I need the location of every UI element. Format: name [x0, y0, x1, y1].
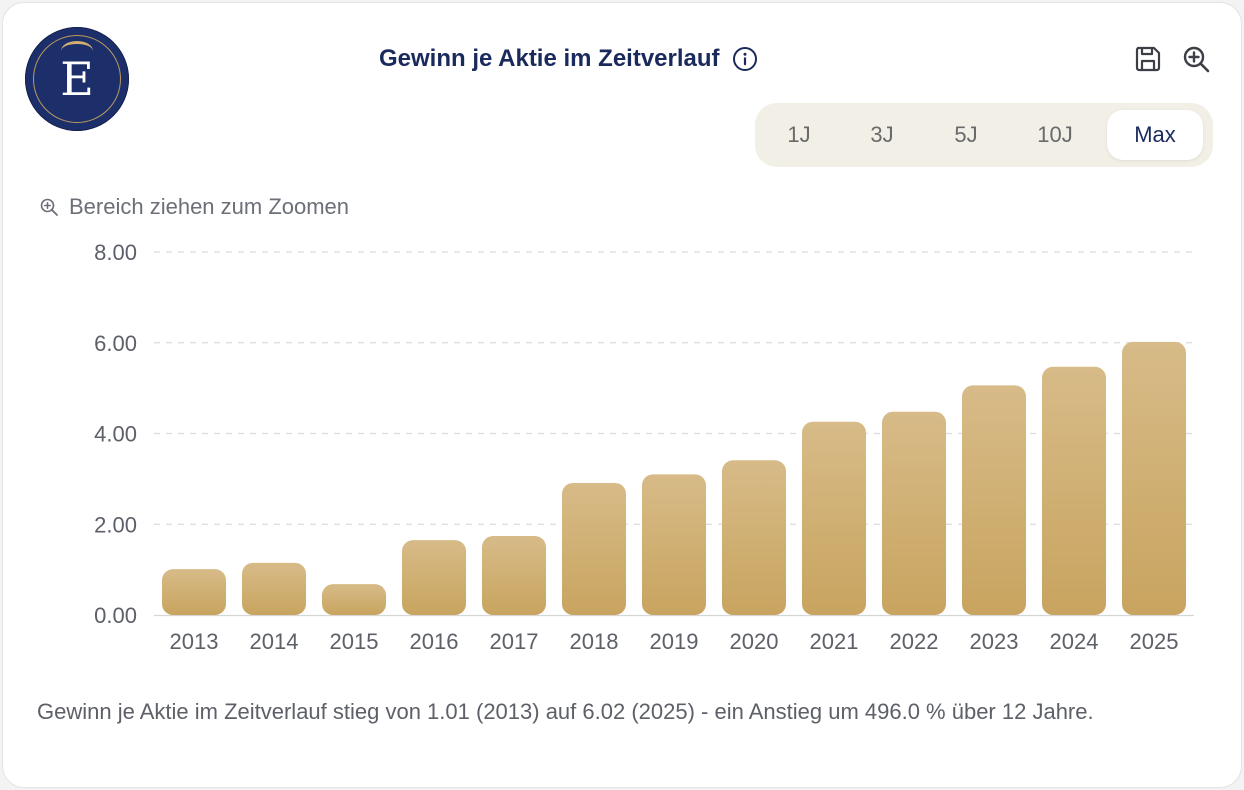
save-icon[interactable]	[1132, 43, 1164, 75]
bar-2016[interactable]	[402, 540, 466, 615]
zoom-in-icon[interactable]	[1180, 43, 1212, 75]
bar-2018[interactable]	[562, 482, 626, 615]
zoom-in-icon	[40, 198, 58, 216]
logo-arc	[61, 41, 93, 51]
bar-2024[interactable]	[1042, 366, 1106, 615]
title-row: Gewinn je Aktie im Zeitverlauf	[379, 41, 758, 77]
range-button-max[interactable]: Max	[1107, 110, 1203, 160]
zoom-hint: Bereich ziehen zum Zoomen	[39, 193, 349, 221]
bar-2022[interactable]	[882, 411, 946, 615]
logo-ring	[33, 35, 121, 123]
brand-logo: E	[25, 27, 129, 131]
bar-2023[interactable]	[962, 385, 1026, 615]
bar-2015[interactable]	[322, 584, 386, 615]
bar-2014[interactable]	[242, 562, 306, 615]
range-button-5j[interactable]: 5J	[954, 122, 978, 147]
bar-2020[interactable]	[722, 460, 786, 615]
bar-2017[interactable]	[482, 536, 546, 615]
bar-2013[interactable]	[162, 569, 226, 615]
chart-summary: Gewinn je Aktie im Zeitverlauf stieg von…	[37, 699, 1094, 724]
chart-title: Gewinn je Aktie im Zeitverlauf	[379, 45, 720, 72]
bar-2019[interactable]	[642, 474, 706, 615]
range-button-10j[interactable]: 10J	[1037, 122, 1073, 147]
bar-2021[interactable]	[802, 421, 866, 615]
logo-letter: E	[60, 52, 94, 106]
range-button-1j[interactable]: 1J	[787, 122, 811, 147]
zoom-hint-text: Bereich ziehen zum Zoomen	[69, 194, 350, 219]
time-range-selector: 1J 3J 5J 10J Max	[755, 103, 1213, 167]
bar-2025[interactable]	[1122, 341, 1186, 615]
range-button-3j[interactable]: 3J	[870, 122, 894, 147]
info-icon[interactable]	[732, 46, 758, 72]
